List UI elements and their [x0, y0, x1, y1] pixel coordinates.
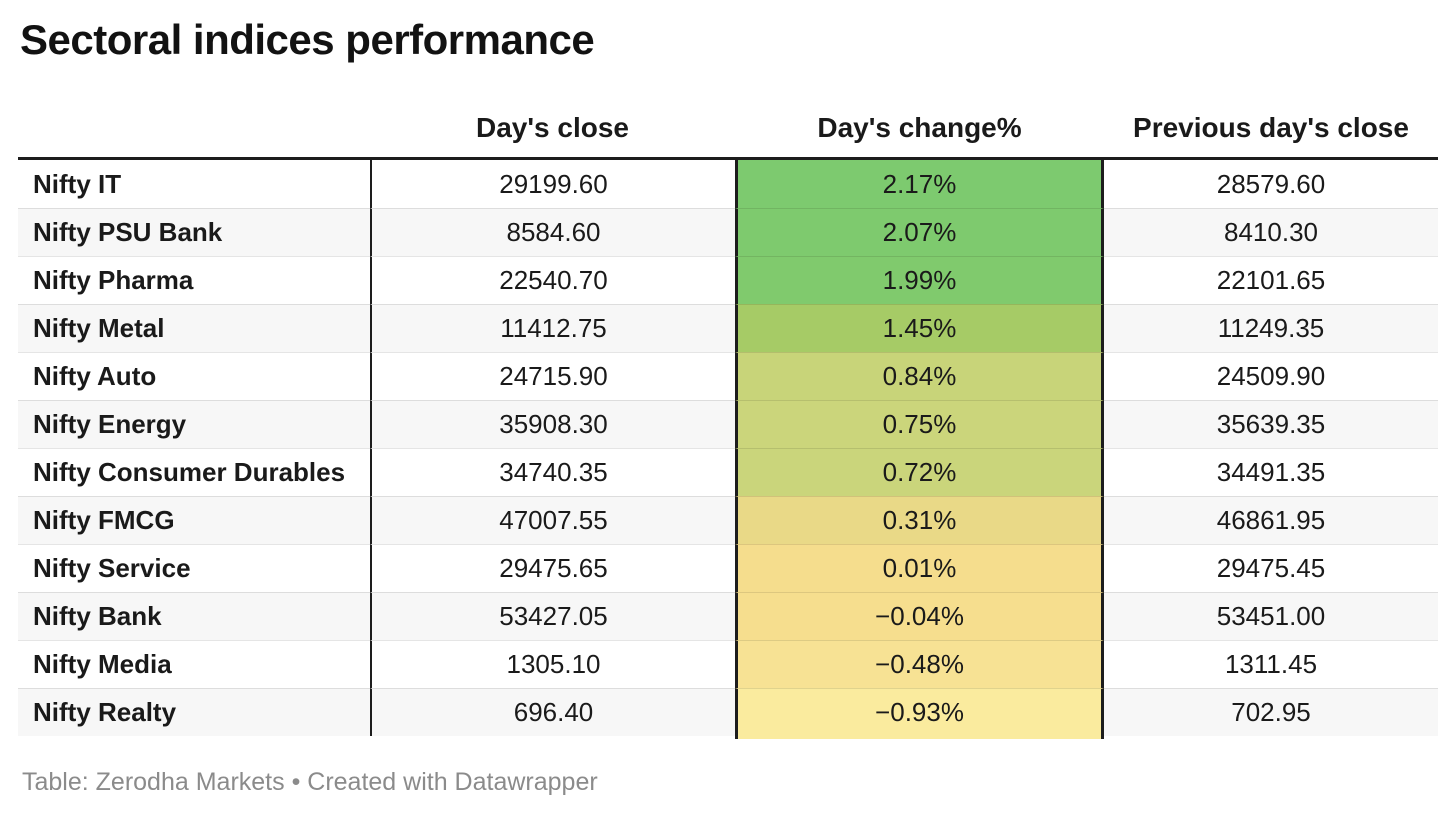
- column-header-index: [18, 98, 370, 157]
- column-header-days-close: Day's close: [476, 111, 629, 143]
- change-cell: 0.01%: [735, 544, 1104, 592]
- column-header-days-change: Day's change%: [817, 111, 1022, 143]
- index-name-cell: Nifty Auto: [18, 352, 370, 400]
- table-row: Nifty Energy 35908.30 0.75% 35639.35: [18, 400, 1438, 448]
- change-cell: −0.48%: [735, 640, 1104, 688]
- table-body: Nifty IT 29199.60 2.17% 28579.60 Nifty P…: [18, 157, 1438, 736]
- table-row: Nifty Pharma 22540.70 1.99% 22101.65: [18, 256, 1438, 304]
- change-cell: 0.72%: [735, 448, 1104, 496]
- index-name-cell: Nifty Service: [18, 544, 370, 592]
- attribution-text: Table: Zerodha Markets • Created with Da…: [22, 768, 598, 796]
- change-cell: −0.04%: [735, 592, 1104, 640]
- prev-close-cell: 22101.65: [1104, 256, 1438, 304]
- close-cell: 22540.70: [370, 256, 735, 304]
- attribution: Table: Zerodha Markets • Created with Da…: [22, 768, 598, 797]
- close-cell: 47007.55: [370, 496, 735, 544]
- index-name-cell: Nifty Realty: [18, 688, 370, 736]
- change-cell: 1.45%: [735, 304, 1104, 352]
- table-row: Nifty Realty 696.40 −0.93% 702.95: [18, 688, 1438, 736]
- index-name-cell: Nifty Media: [18, 640, 370, 688]
- index-name-cell: Nifty IT: [18, 160, 370, 208]
- change-cell: 1.99%: [735, 256, 1104, 304]
- close-cell: 34740.35: [370, 448, 735, 496]
- change-cell: 2.07%: [735, 208, 1104, 256]
- close-cell: 29475.65: [370, 544, 735, 592]
- change-cell: 0.31%: [735, 496, 1104, 544]
- prev-close-cell: 46861.95: [1104, 496, 1438, 544]
- prev-close-cell: 1311.45: [1104, 640, 1438, 688]
- index-name-cell: Nifty Bank: [18, 592, 370, 640]
- index-name-cell: Nifty Pharma: [18, 256, 370, 304]
- sectoral-indices-table: Day's close Day's change% Previous day's…: [18, 98, 1438, 739]
- prev-close-cell: 53451.00: [1104, 592, 1438, 640]
- index-name-cell: Nifty FMCG: [18, 496, 370, 544]
- close-cell: 24715.90: [370, 352, 735, 400]
- change-cell: 2.17%: [735, 160, 1104, 208]
- close-cell: 11412.75: [370, 304, 735, 352]
- prev-close-cell: 34491.35: [1104, 448, 1438, 496]
- close-cell: 1305.10: [370, 640, 735, 688]
- prev-close-cell: 35639.35: [1104, 400, 1438, 448]
- prev-close-cell: 8410.30: [1104, 208, 1438, 256]
- prev-close-cell: 29475.45: [1104, 544, 1438, 592]
- change-cell: 0.75%: [735, 400, 1104, 448]
- close-cell: 696.40: [370, 688, 735, 736]
- index-name-cell: Nifty PSU Bank: [18, 208, 370, 256]
- change-cell: −0.93%: [735, 688, 1104, 736]
- close-cell: 53427.05: [370, 592, 735, 640]
- table-row: Nifty Bank 53427.05 −0.04% 53451.00: [18, 592, 1438, 640]
- index-name-cell: Nifty Metal: [18, 304, 370, 352]
- prev-close-cell: 11249.35: [1104, 304, 1438, 352]
- column-header-previous-close: Previous day's close: [1133, 111, 1409, 143]
- table-row: Nifty Auto 24715.90 0.84% 24509.90: [18, 352, 1438, 400]
- index-name-cell: Nifty Consumer Durables: [18, 448, 370, 496]
- table-row: Nifty FMCG 47007.55 0.31% 46861.95: [18, 496, 1438, 544]
- change-column-tail: [735, 736, 1104, 739]
- close-cell: 29199.60: [370, 160, 735, 208]
- prev-close-cell: 24509.90: [1104, 352, 1438, 400]
- table-row: Nifty Media 1305.10 −0.48% 1311.45: [18, 640, 1438, 688]
- table-row: Nifty IT 29199.60 2.17% 28579.60: [18, 160, 1438, 208]
- close-cell: 8584.60: [370, 208, 735, 256]
- index-name-cell: Nifty Energy: [18, 400, 370, 448]
- change-cell: 0.84%: [735, 352, 1104, 400]
- table-row: Nifty Metal 11412.75 1.45% 11249.35: [18, 304, 1438, 352]
- table-row: Nifty Service 29475.65 0.01% 29475.45: [18, 544, 1438, 592]
- prev-close-cell: 702.95: [1104, 688, 1438, 736]
- close-cell: 35908.30: [370, 400, 735, 448]
- table-header-row: Day's close Day's change% Previous day's…: [18, 98, 1438, 157]
- prev-close-cell: 28579.60: [1104, 160, 1438, 208]
- page-title: Sectoral indices performance: [20, 16, 595, 63]
- table-row: Nifty PSU Bank 8584.60 2.07% 8410.30: [18, 208, 1438, 256]
- table-row: Nifty Consumer Durables 34740.35 0.72% 3…: [18, 448, 1438, 496]
